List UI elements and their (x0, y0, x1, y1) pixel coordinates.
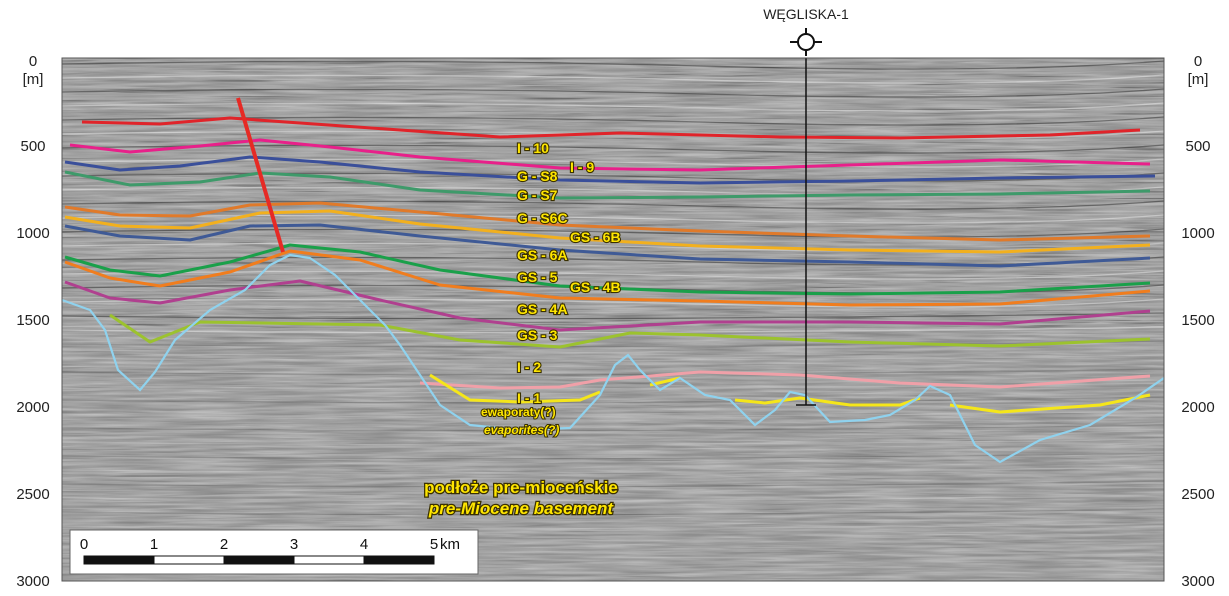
horizon-label-gs4a: GS - 4A (517, 301, 568, 317)
horizon-label-i10: I - 10 (517, 140, 549, 156)
scale-segment (363, 555, 435, 565)
reflector-streak (62, 354, 1164, 362)
reflector-streak (62, 396, 1164, 404)
scale-segment (223, 555, 295, 565)
reflector-streak (62, 214, 1164, 224)
horizon-line (64, 243, 1151, 296)
horizon-line (64, 223, 1151, 268)
scale-label-4: 4 (360, 536, 368, 553)
reflector-streak (62, 410, 1164, 418)
well-name: WĘGLISKA-1 (763, 6, 849, 22)
horizon-label-gs4b: GS - 4B (570, 279, 621, 295)
depth-axis-right: 0 [m] 500 1000 1500 2000 2500 3000 (1181, 53, 1214, 590)
reflector-streak (62, 60, 1164, 70)
reflector-streak (62, 452, 1164, 460)
horizon-label-i1: I - 1 (517, 390, 541, 406)
reflector-streak (62, 200, 1164, 210)
reflector-streak (62, 116, 1164, 126)
depth-tick-3000: 3000 (16, 573, 49, 590)
depth-tick-2500: 2500 (1181, 486, 1214, 503)
horizon-label-gs5: GS - 5 (517, 269, 558, 285)
well-marker: WĘGLISKA-1 (763, 6, 849, 56)
horizon-line (69, 138, 1151, 172)
horizon-line (109, 313, 1151, 349)
seismic-section (62, 58, 1164, 581)
reflector-streak (62, 424, 1164, 432)
horizon-line (64, 249, 1151, 307)
scale-label-3: 3 (290, 536, 298, 553)
scale-label-2: 2 (220, 536, 228, 553)
depth-tick-2500: 2500 (16, 486, 49, 503)
scale-label-5: 5 (430, 536, 438, 553)
evaporites-note-en: evaporites(?) (484, 423, 559, 437)
reflector-streak (62, 326, 1164, 334)
scale-label-0: 0 (80, 536, 88, 553)
reflector-streak (62, 270, 1164, 280)
depth-tick-0: 0 (29, 53, 37, 70)
basement-note-en: pre-Miocene basement (428, 499, 615, 518)
horizon-label-gs3: GS - 3 (517, 327, 558, 343)
horizon-line (64, 279, 1151, 332)
reflector-streak (62, 508, 1164, 516)
reflector-streak (62, 74, 1164, 84)
depth-unit: [m] (23, 71, 44, 88)
scale-bar: 0 1 2 3 4 5 km (69, 529, 479, 575)
depth-tick-500: 500 (20, 138, 45, 155)
reflector-streak (62, 312, 1164, 320)
horizon-line (81, 116, 1141, 140)
reflector-streak (62, 466, 1164, 474)
depth-tick-3000: 3000 (1181, 573, 1214, 590)
horizon-label-gs7: G - S7 (517, 187, 558, 203)
reflector-streak (62, 144, 1164, 154)
horizon-line (429, 373, 1151, 414)
horizon-line (64, 155, 1156, 185)
depth-tick-1500: 1500 (16, 312, 49, 329)
section-frame (61, 57, 1165, 582)
reflector-streak (62, 522, 1164, 530)
depth-tick-2000: 2000 (16, 399, 49, 416)
horizon-label-gs6c: G - S6C (517, 210, 568, 226)
horizon-line (64, 209, 1151, 254)
horizon-label-i9: I - 9 (570, 159, 594, 175)
reflector-streak (62, 102, 1164, 112)
depth-tick-500: 500 (1185, 138, 1210, 155)
scale-segment (293, 555, 365, 565)
reflector-streak (62, 480, 1164, 488)
reflector-streak (62, 438, 1164, 446)
scale-segment (83, 555, 155, 565)
evaporites-note-pl: ewaporaty(?) (481, 405, 556, 419)
reflector-streak (62, 228, 1164, 238)
horizon-lines (64, 116, 1156, 414)
horizon-label-gs6b: GS - 6B (570, 229, 621, 245)
depth-tick-0: 0 (1194, 53, 1202, 70)
reflector-streak (62, 298, 1164, 308)
reflector-streak (62, 494, 1164, 502)
annotations: ewaporaty(?) evaporites(?) podłoże pre-m… (423, 404, 619, 519)
fault-line (236, 97, 285, 253)
horizon-labels: I - 10 I - 9 G - S8 G - S7 G - S6C GS - … (516, 139, 622, 407)
basement-top-line (62, 253, 1164, 464)
horizon-label-i2: I - 2 (517, 359, 541, 375)
depth-tick-2000: 2000 (1181, 399, 1214, 416)
depth-tick-1500: 1500 (1181, 312, 1214, 329)
depth-tick-1000: 1000 (16, 225, 49, 242)
depth-axis-left: 0 [m] 500 1000 1500 2000 2500 3000 (16, 53, 49, 590)
scale-unit: km (440, 536, 460, 553)
scale-segment (153, 555, 225, 565)
horizon-label-gs8: G - S8 (517, 168, 558, 184)
scale-bar-box (69, 529, 479, 575)
depth-unit: [m] (1188, 71, 1209, 88)
well-symbol-icon (797, 33, 815, 51)
scale-label-1: 1 (150, 536, 158, 553)
depth-tick-1000: 1000 (1181, 225, 1214, 242)
horizon-line (419, 370, 1151, 390)
basement-note-pl: podłoże pre-mioceńskie (424, 478, 618, 497)
horizon-line (64, 170, 1151, 200)
horizon-label-gs6a: GS - 6A (517, 247, 568, 263)
horizon-line (64, 201, 1151, 242)
reflector-streak (62, 88, 1164, 98)
